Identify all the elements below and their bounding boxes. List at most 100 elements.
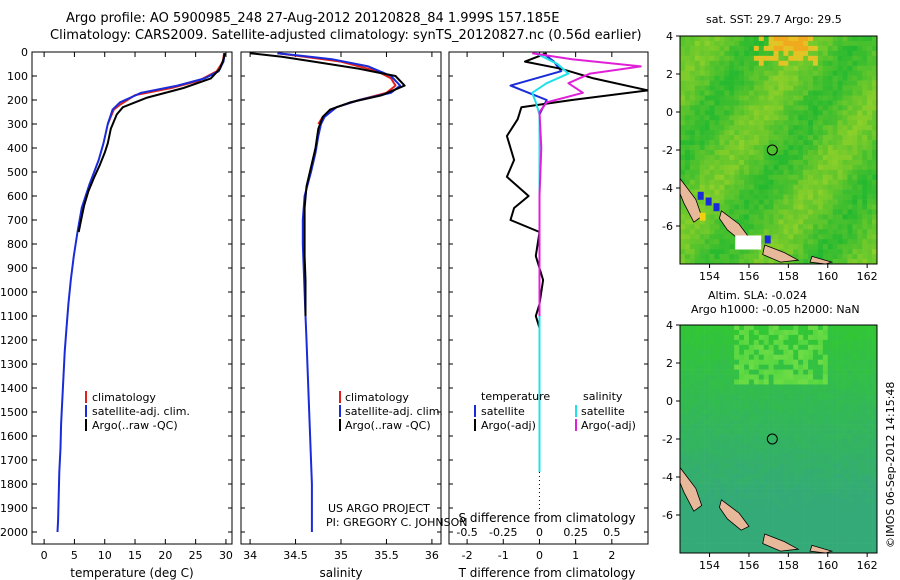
map-cell [758, 164, 765, 171]
map-cell [709, 325, 715, 331]
map-cell [763, 95, 769, 101]
map-cell [744, 164, 750, 171]
map-cell [867, 159, 873, 166]
map-cell [862, 40, 868, 47]
map-cell [862, 409, 868, 415]
map-cell [773, 399, 779, 405]
map-cell [798, 503, 804, 509]
map-cell [714, 229, 720, 235]
map-cell [734, 45, 740, 52]
map-x-tick-label: 158 [778, 270, 799, 283]
map-cell [778, 453, 784, 460]
map-cell [822, 80, 829, 86]
map-cell [709, 548, 715, 554]
map-cell [768, 448, 774, 455]
map-cell [704, 179, 710, 185]
map-cell [778, 159, 784, 166]
map-cell [857, 115, 863, 121]
map-cell [699, 85, 705, 91]
map-cell [729, 359, 735, 365]
map-cell [694, 468, 700, 474]
map-cell [822, 533, 829, 539]
map-cell [862, 473, 868, 479]
map-cell [748, 219, 755, 225]
map-cell [694, 199, 700, 205]
map-cell [852, 453, 858, 460]
map-cell [822, 513, 829, 519]
map-cell [872, 439, 878, 445]
map-cell [689, 354, 696, 360]
map-cell [734, 65, 740, 71]
map-cell [827, 543, 833, 549]
map-cell [783, 80, 789, 86]
map-cell [684, 164, 691, 171]
map-cell [817, 339, 824, 346]
map-cell [812, 349, 819, 356]
map-cell [837, 204, 843, 210]
map-cell [822, 135, 829, 141]
map-cell [817, 169, 824, 176]
map-cell [684, 219, 691, 225]
map-cell [862, 75, 868, 81]
s-tick-label: 0 [536, 526, 543, 539]
map-cell [842, 434, 848, 440]
map-cell [719, 80, 725, 86]
map-cell [753, 145, 760, 151]
map-cell [714, 174, 720, 181]
map-cell [734, 184, 740, 190]
map-cell [699, 105, 705, 111]
map-cell [867, 36, 873, 42]
map-cell [847, 249, 853, 255]
map-cell [827, 234, 833, 240]
map-cell [803, 518, 809, 524]
map-cell [842, 513, 848, 519]
salinity-x-axis: 34 34.5 35 35.5 36 [241, 51, 441, 562]
map-cell [763, 219, 769, 225]
map-cell [748, 434, 755, 440]
map-cell [773, 354, 779, 360]
map-cell [699, 359, 705, 365]
map-cell [788, 419, 794, 425]
map-cell [704, 439, 710, 445]
map-cell [798, 533, 804, 539]
map-cell [852, 169, 858, 176]
map-cell [724, 105, 730, 111]
map-cell [758, 95, 765, 101]
credit-project: US ARGO PROJECT [328, 502, 430, 515]
map-cell [852, 399, 858, 405]
map-cell [872, 473, 878, 479]
map-cell [783, 325, 789, 331]
map-cell [847, 513, 853, 519]
map-cell [689, 523, 696, 529]
map-cell [739, 538, 745, 544]
map-cell [837, 45, 843, 52]
map-cell [739, 334, 745, 341]
map-cell [832, 498, 838, 504]
map-cell [798, 65, 804, 71]
map-cell [684, 65, 691, 71]
map-cell [812, 145, 819, 151]
map-cell [793, 334, 799, 341]
map-cell [719, 169, 725, 176]
map-cell [724, 478, 730, 484]
map-cell [837, 533, 843, 539]
map-cell [744, 463, 750, 470]
map-cell [788, 40, 794, 47]
map-cell [793, 140, 799, 146]
map-cell [822, 473, 829, 479]
map-cell [758, 453, 765, 460]
map-cell [827, 538, 833, 544]
map-cell [744, 543, 750, 549]
map-cell [798, 483, 804, 489]
map-cell [684, 374, 691, 380]
map-cell [867, 130, 873, 136]
map-cell [798, 100, 804, 106]
map-cell [798, 434, 804, 440]
map-cell [744, 399, 750, 405]
map-cell [827, 135, 833, 141]
map-cell [872, 523, 878, 529]
map-cell [837, 214, 843, 220]
map-cell [699, 204, 705, 210]
map-cell [694, 154, 700, 161]
map-cell [709, 404, 715, 410]
